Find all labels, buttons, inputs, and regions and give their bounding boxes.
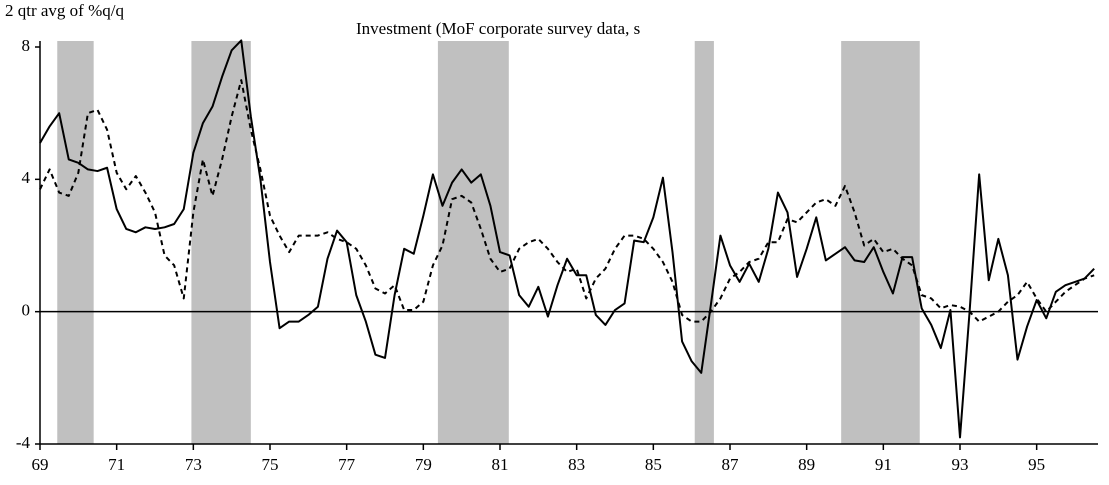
x-tick-label: 71 [108, 455, 125, 474]
x-tick-label: 87 [722, 455, 740, 474]
chart-title: Investment (MoF corporate survey data, s [356, 19, 640, 38]
x-tick-label: 91 [875, 455, 892, 474]
x-tick-label: 85 [645, 455, 662, 474]
shaded-period [841, 41, 920, 444]
x-tick-label: 79 [415, 455, 432, 474]
x-tick-label: 93 [952, 455, 969, 474]
y-axis-label: 2 qtr avg of %q/q [5, 1, 124, 20]
x-tick-label: 77 [338, 455, 356, 474]
shaded-period [694, 41, 714, 444]
shaded-period [57, 41, 94, 444]
series-line [39, 79, 1095, 323]
x-tick-label: 81 [492, 455, 509, 474]
x-tick-label: 69 [32, 455, 49, 474]
x-tick-label: 95 [1028, 455, 1045, 474]
y-tick-label: 8 [22, 36, 31, 55]
y-tick-label: 0 [22, 301, 31, 320]
y-tick-label: -4 [16, 433, 31, 452]
x-tick-label: 73 [185, 455, 202, 474]
x-tick-label: 89 [798, 455, 815, 474]
y-tick-label: 4 [22, 168, 31, 187]
x-tick-label: 75 [262, 455, 279, 474]
shaded-period [191, 41, 251, 444]
series-line [39, 39, 1095, 439]
x-tick-label: 83 [568, 455, 585, 474]
